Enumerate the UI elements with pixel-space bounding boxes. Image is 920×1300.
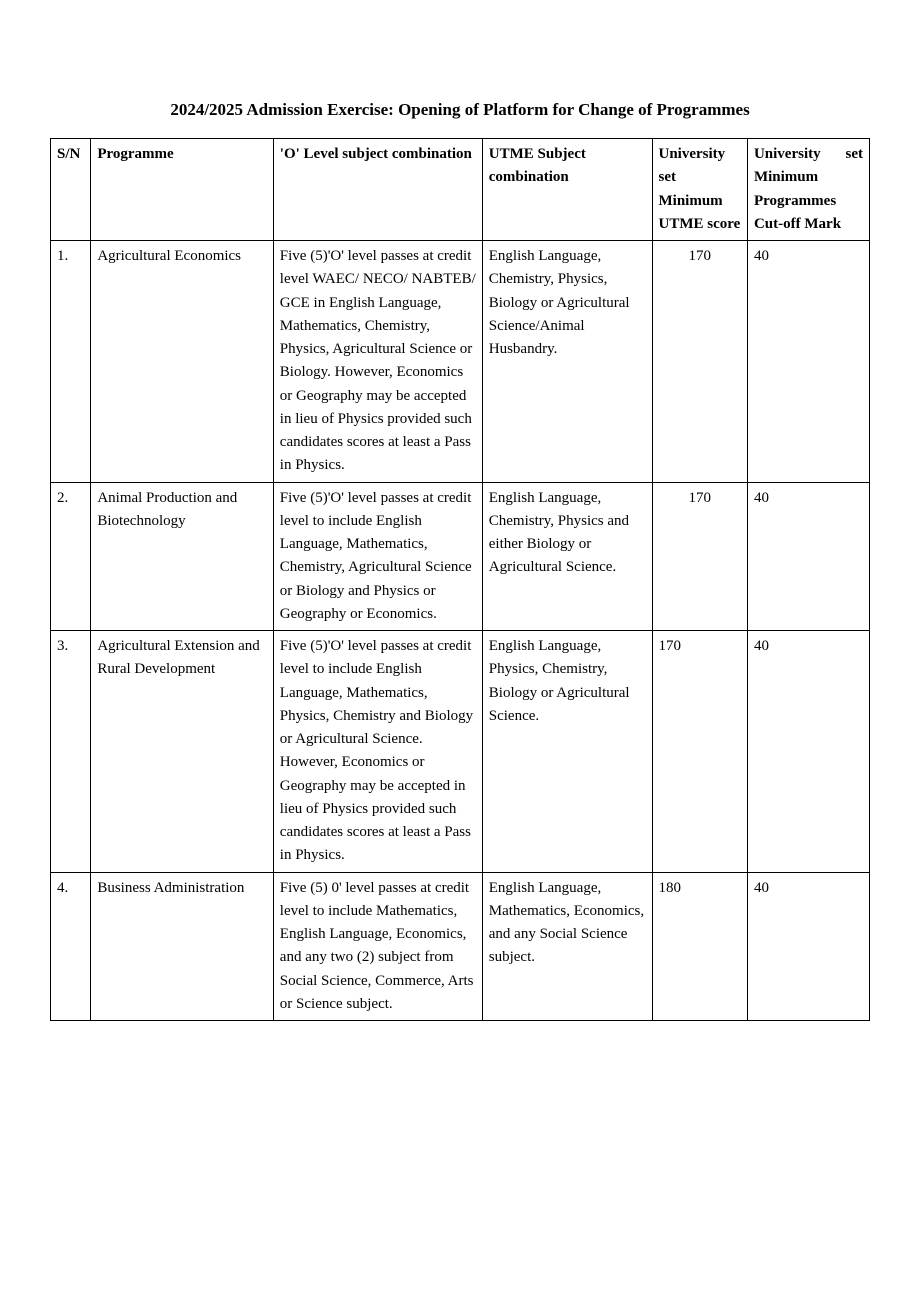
header-programme: Programme — [91, 139, 273, 241]
cell-utme: English Language, Mathematics, Economics… — [482, 872, 652, 1021]
cell-sn: 4. — [51, 872, 91, 1021]
cell-sn: 3. — [51, 631, 91, 873]
cell-score: 170 — [652, 631, 747, 873]
table-row: 2. Animal Production and Biotechnology F… — [51, 482, 870, 631]
cell-utme: English Language, Chemistry, Physics and… — [482, 482, 652, 631]
header-cutoff-l1: University set — [754, 143, 863, 166]
header-sn: S/N — [51, 139, 91, 241]
cell-olevel: Five (5) 0' level passes at credit level… — [273, 872, 482, 1021]
cell-olevel: Five (5)'O' level passes at credit level… — [273, 631, 482, 873]
cell-olevel: Five (5)'O' level passes at credit level… — [273, 241, 482, 483]
header-utme: UTME Subject combination — [482, 139, 652, 241]
cell-cutoff: 40 — [747, 872, 869, 1021]
cell-score: 170 — [652, 241, 747, 483]
table-row: 4. Business Administration Five (5) 0' l… — [51, 872, 870, 1021]
cell-sn: 2. — [51, 482, 91, 631]
programmes-table: S/N Programme 'O' Level subject combinat… — [50, 138, 870, 1021]
cell-cutoff: 40 — [747, 631, 869, 873]
cell-programme: Agricultural Extension and Rural Develop… — [91, 631, 273, 873]
header-cutoff-l2: Minimum — [754, 166, 863, 189]
page-title: 2024/2025 Admission Exercise: Opening of… — [50, 100, 870, 120]
header-score: University set Minimum UTME score — [652, 139, 747, 241]
cell-programme: Agricultural Economics — [91, 241, 273, 483]
table-header-row: S/N Programme 'O' Level subject combinat… — [51, 139, 870, 241]
header-cutoff-l3: Programmes — [754, 190, 863, 213]
header-olevel: 'O' Level subject combination — [273, 139, 482, 241]
header-cutoff: University set Minimum Programmes Cut-of… — [747, 139, 869, 241]
cell-sn: 1. — [51, 241, 91, 483]
cell-cutoff: 40 — [747, 482, 869, 631]
cell-score: 170 — [652, 482, 747, 631]
cell-programme: Business Administration — [91, 872, 273, 1021]
cell-cutoff: 40 — [747, 241, 869, 483]
cell-utme: English Language, Physics, Chemistry, Bi… — [482, 631, 652, 873]
cell-score: 180 — [652, 872, 747, 1021]
cell-programme: Animal Production and Biotechnology — [91, 482, 273, 631]
table-row: 3. Agricultural Extension and Rural Deve… — [51, 631, 870, 873]
header-cutoff-l4: Cut-off Mark — [754, 213, 863, 236]
cell-olevel: Five (5)'O' level passes at credit level… — [273, 482, 482, 631]
cell-utme: English Language, Chemistry, Physics, Bi… — [482, 241, 652, 483]
table-row: 1. Agricultural Economics Five (5)'O' le… — [51, 241, 870, 483]
